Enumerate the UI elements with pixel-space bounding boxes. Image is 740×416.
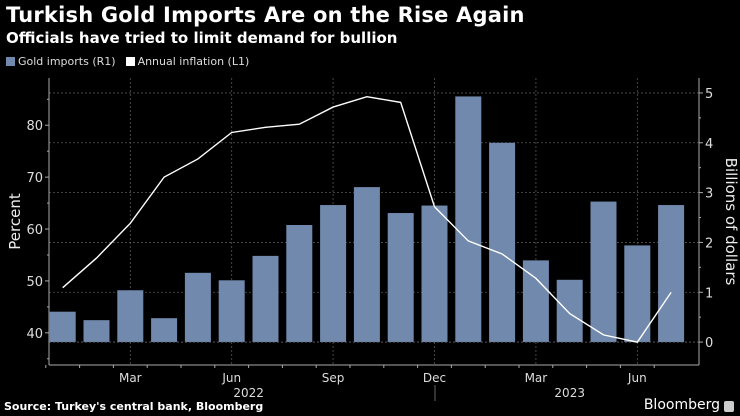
right-tick-label: 0 bbox=[705, 336, 713, 351]
right-axis-title: Billions of dollars bbox=[722, 158, 740, 286]
legend-item-gold-imports: Gold imports (R1) bbox=[6, 55, 116, 68]
legend-swatch bbox=[6, 57, 15, 66]
left-axis-title: Percent bbox=[6, 193, 24, 250]
bar-gold-imports bbox=[151, 318, 178, 343]
bar-gold-imports bbox=[387, 213, 414, 343]
bar-gold-imports bbox=[83, 320, 110, 343]
legend-label: Gold imports (R1) bbox=[18, 55, 116, 68]
x-tick-label: Sep bbox=[322, 371, 345, 385]
bar-gold-imports bbox=[489, 142, 516, 343]
left-tick-label: 40 bbox=[26, 327, 43, 342]
right-tick-label: 3 bbox=[705, 187, 713, 202]
left-tick-label: 50 bbox=[26, 275, 43, 290]
bar-gold-imports bbox=[184, 272, 211, 343]
bar-gold-imports bbox=[421, 205, 448, 343]
right-tick-label: 1 bbox=[705, 286, 713, 301]
right-tick-label: 4 bbox=[705, 137, 713, 152]
bar-gold-imports bbox=[455, 96, 482, 343]
left-tick-label: 80 bbox=[26, 119, 43, 134]
left-tick-label: 60 bbox=[26, 223, 43, 238]
x-year-label: 2022 bbox=[233, 386, 264, 400]
legend-label: Annual inflation (L1) bbox=[137, 55, 250, 68]
chart-subtitle: Officials have tried to limit demand for… bbox=[6, 29, 398, 47]
bar-gold-imports bbox=[522, 260, 549, 343]
x-tick-label: Jun bbox=[221, 371, 241, 385]
bar-gold-imports bbox=[49, 311, 76, 343]
bar-gold-imports bbox=[286, 224, 313, 343]
bar-gold-imports bbox=[117, 290, 144, 343]
x-tick-label: Mar bbox=[525, 371, 548, 385]
x-tick-label: Jun bbox=[627, 371, 647, 385]
brand-logo: Bloomberg bbox=[643, 397, 720, 413]
bar-gold-imports bbox=[353, 187, 380, 343]
source-note: Source: Turkey's central bank, Bloomberg bbox=[4, 400, 264, 413]
x-tick-label: Dec bbox=[423, 371, 446, 385]
right-tick-label: 5 bbox=[705, 87, 713, 102]
legend: Gold imports (R1) Annual inflation (L1) bbox=[6, 55, 249, 68]
bar-gold-imports bbox=[658, 205, 685, 343]
bloomberg-icon bbox=[724, 401, 734, 412]
legend-swatch bbox=[125, 57, 135, 66]
bar-gold-imports bbox=[252, 255, 279, 343]
right-tick-label: 2 bbox=[705, 236, 713, 251]
x-year-label: 2023 bbox=[554, 386, 585, 400]
bar-gold-imports bbox=[556, 279, 583, 343]
bar-gold-imports bbox=[218, 280, 245, 343]
x-tick-label: Mar bbox=[119, 371, 142, 385]
bar-gold-imports bbox=[320, 205, 347, 343]
legend-item-inflation: Annual inflation (L1) bbox=[125, 55, 250, 68]
chart-title: Turkish Gold Imports Are on the Rise Aga… bbox=[6, 3, 525, 27]
bar-gold-imports bbox=[624, 245, 651, 343]
bar-gold-imports bbox=[590, 201, 617, 343]
left-tick-label: 70 bbox=[26, 171, 43, 186]
